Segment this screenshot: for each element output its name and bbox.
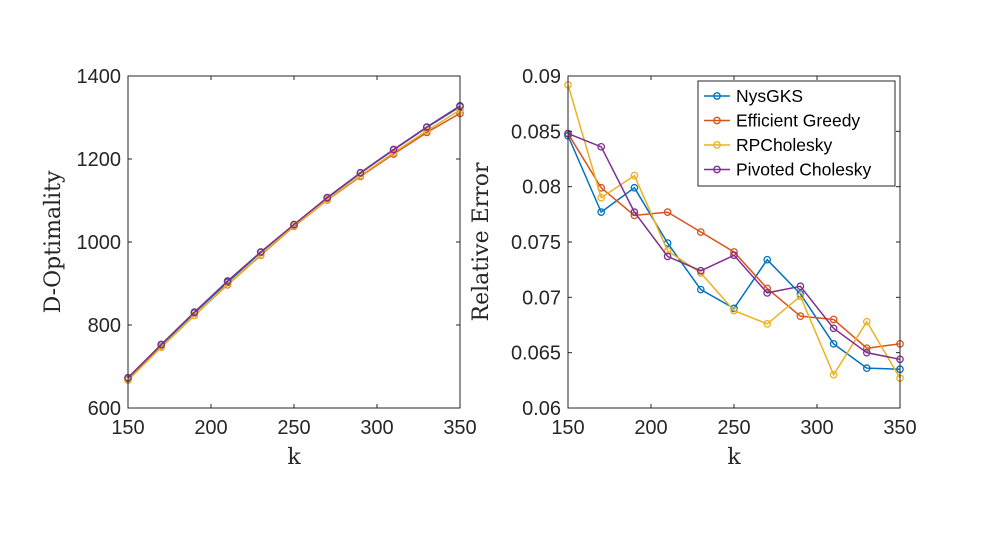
d-optimality-x-tick-label: 200 [194, 417, 227, 439]
relative-error-point-nysgks [597, 208, 606, 216]
relative-error-point-pivoted-cholesky [763, 289, 772, 297]
d-optimality-series-line-rpcholesky [127, 109, 461, 381]
legend-marker-efficient-greedy [713, 116, 721, 125]
d-optimality-point-pivoted-cholesky [256, 248, 265, 256]
relative-error-y-tick-label: 0.09 [522, 66, 561, 88]
relative-error-point-efficient-greedy [796, 312, 805, 320]
relative-error-point-pivoted-cholesky [829, 324, 838, 333]
relative-error-point-rpcholesky [796, 292, 805, 301]
legend: NysGKS Efficient Greedy RPCholesky Pivoted … [697, 80, 896, 187]
relative-error-series-line-rpcholesky [567, 84, 901, 379]
legend-marker-nysgks [713, 92, 721, 100]
relative-error-point-rpcholesky [663, 247, 672, 255]
d-optimality-x-axis-label: k [287, 445, 301, 470]
relative-error-point-rpcholesky [630, 171, 639, 180]
relative-error-point-pivoted-cholesky [663, 252, 672, 261]
relative-error-x-tick-label: 300 [800, 417, 833, 439]
relative-error-x-tick-label: 200 [634, 417, 667, 439]
d-optimality-point-pivoted-cholesky [323, 193, 332, 202]
relative-error-point-pivoted-cholesky [597, 142, 606, 151]
relative-error-point-rpcholesky [763, 320, 772, 328]
relative-error-point-pivoted-cholesky [630, 208, 639, 216]
relative-error-y-tick-label: 0.07 [522, 287, 561, 309]
relative-error-y-tick-label: 0.06 [522, 398, 561, 420]
relative-error-series-layer [564, 81, 904, 382]
relative-error-x-tick-label: 250 [717, 417, 750, 439]
relative-error-point-efficient-greedy [696, 228, 705, 236]
legend-label-rpcholesky: RPCholesky [736, 135, 833, 155]
d-optimality-point-pivoted-cholesky [422, 123, 431, 131]
d-optimality-point-pivoted-cholesky [223, 277, 232, 285]
relative-error-chart: 150 200 250 300 350 0.06 0.065 0.07 0.075 0.08 0.0… [469, 66, 917, 470]
relative-error-point-rpcholesky [597, 193, 606, 202]
d-optimality-y-tick-label: 600 [88, 398, 121, 420]
relative-error-ticks: 150 200 250 300 350 0.06 0.065 0.07 0.075 0.08 0.0… [511, 66, 917, 439]
d-optimality-x-tick-label: 300 [360, 417, 393, 439]
legend-label-pivoted-cholesky: Pivoted Cholesky [736, 160, 871, 180]
relative-error-point-nysgks [862, 364, 871, 373]
d-optimality-y-tick-label: 1200 [77, 149, 122, 171]
relative-error-point-pivoted-cholesky [730, 251, 738, 260]
d-optimality-series-layer [124, 102, 464, 385]
d-optimality-chart: 150 200 250 300 350 600 800 1000 1200 1400 k D-Op… [41, 66, 477, 470]
d-optimality-x-tick-label: 350 [443, 417, 476, 439]
relative-error-point-efficient-greedy [862, 344, 871, 353]
relative-error-point-rpcholesky [862, 317, 871, 326]
relative-error-point-nysgks [630, 183, 639, 192]
legend-marker-rpcholesky [713, 141, 721, 149]
d-optimality-y-axis-label: D-Optimality [41, 170, 66, 313]
relative-error-point-efficient-greedy [829, 315, 838, 324]
relative-error-point-pivoted-cholesky [796, 282, 805, 291]
relative-error-x-tick-label: 150 [551, 417, 584, 439]
relative-error-x-axis-label: k [727, 445, 741, 470]
legend-box [697, 80, 896, 187]
d-optimality-point-pivoted-cholesky [356, 168, 365, 177]
d-optimality-point-pivoted-cholesky [157, 340, 166, 349]
relative-error-point-nysgks [696, 285, 705, 294]
relative-error-point-efficient-greedy [663, 208, 672, 216]
d-optimality-point-pivoted-cholesky [290, 220, 298, 229]
legend-label-efficient-greedy: Efficient Greedy [736, 111, 860, 131]
relative-error-y-tick-label: 0.065 [511, 343, 561, 365]
d-optimality-ticks: 150 200 250 300 350 600 800 1000 1200 1400 [77, 66, 477, 439]
relative-error-y-tick-label: 0.075 [511, 232, 561, 254]
relative-error-point-rpcholesky [730, 306, 738, 315]
d-optimality-series-line-pivoted-cholesky [127, 105, 461, 379]
legend-marker-pivoted-cholesky [713, 165, 721, 174]
relative-error-point-nysgks [763, 255, 772, 264]
relative-error-point-nysgks [730, 304, 738, 313]
d-optimality-x-tick-label: 250 [277, 417, 310, 439]
relative-error-point-rpcholesky [696, 269, 705, 277]
relative-error-x-tick-label: 350 [883, 417, 916, 439]
d-optimality-point-pivoted-cholesky [190, 308, 199, 316]
d-optimality-y-tick-label: 1000 [77, 232, 122, 254]
legend-label-nysgks: NysGKS [736, 86, 803, 106]
relative-error-point-nysgks [829, 339, 838, 348]
d-optimality-y-tick-label: 1400 [77, 66, 122, 88]
d-optimality-x-tick-label: 150 [111, 417, 144, 439]
relative-error-series-line-nysgks [567, 135, 901, 371]
d-optimality-point-pivoted-cholesky [389, 145, 398, 154]
d-optimality-y-tick-label: 800 [88, 315, 121, 337]
relative-error-y-tick-label: 0.085 [511, 121, 561, 143]
relative-error-point-pivoted-cholesky [696, 266, 705, 275]
relative-error-y-axis-label: Relative Error [469, 162, 494, 321]
relative-error-series-line-pivoted-cholesky [567, 132, 901, 361]
relative-error-y-tick-label: 0.08 [522, 177, 561, 199]
relative-error-point-pivoted-cholesky [862, 348, 871, 357]
relative-error-point-rpcholesky [829, 370, 838, 379]
